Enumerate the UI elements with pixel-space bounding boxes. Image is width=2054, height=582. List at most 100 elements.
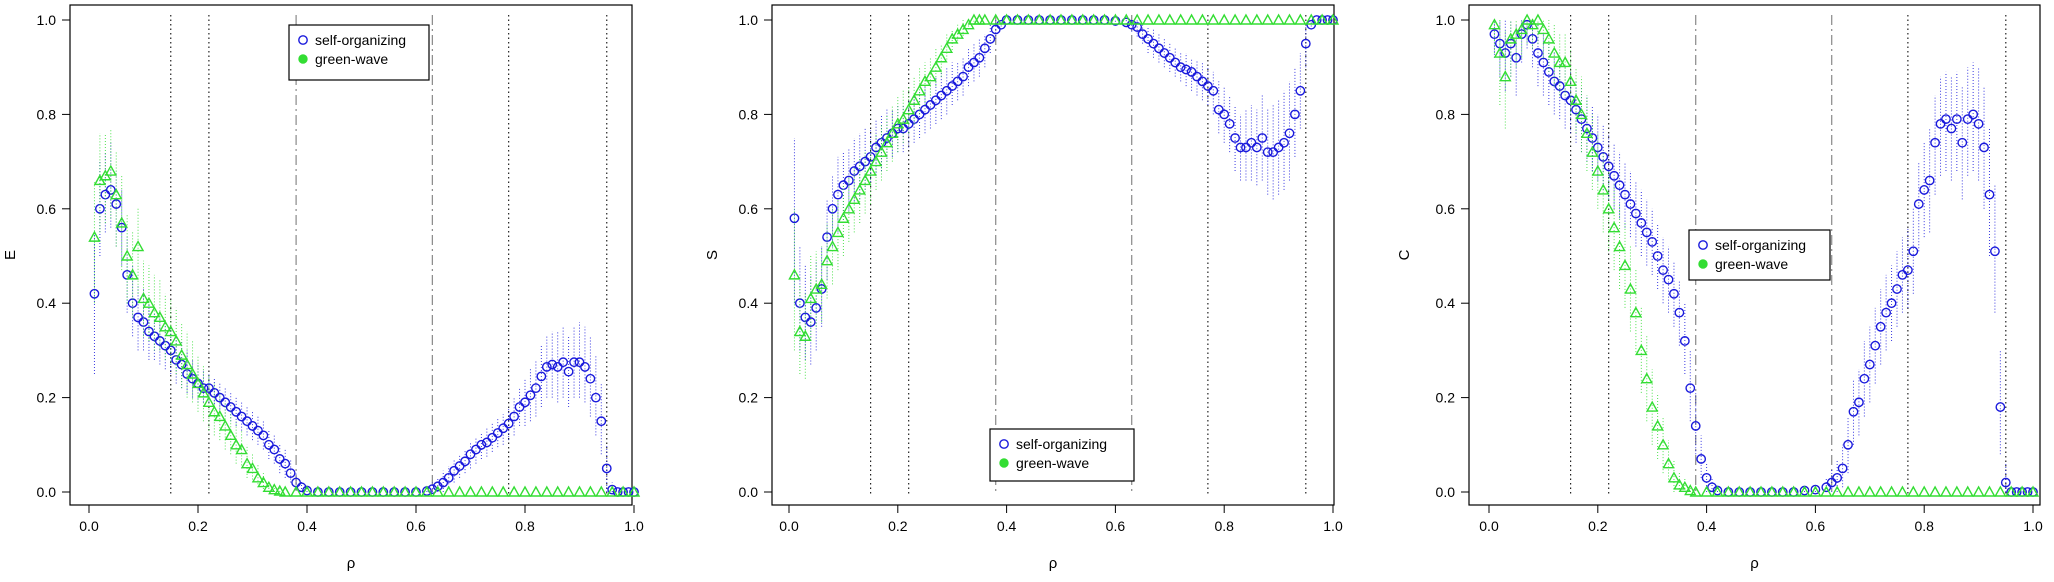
legend: self-organizing green-wave <box>288 24 430 81</box>
data-point <box>104 164 117 176</box>
data-point <box>1306 19 1317 30</box>
data-point <box>420 485 434 497</box>
data-point <box>409 485 423 497</box>
data-point <box>974 52 985 63</box>
data-point <box>1651 419 1664 431</box>
x-axis-label: ρ <box>1049 555 1058 572</box>
data-point <box>1109 13 1122 25</box>
data-point <box>1033 13 1046 25</box>
data-point <box>1564 74 1577 87</box>
data-point <box>1054 13 1068 25</box>
data-point <box>996 19 1007 30</box>
data-point <box>148 306 161 318</box>
legend-marker-circle <box>999 439 1009 449</box>
data-point <box>1207 13 1220 25</box>
data-point <box>820 254 834 266</box>
data-point <box>285 468 296 479</box>
data-point <box>601 463 612 474</box>
data-point <box>475 485 488 497</box>
series-self-organizing <box>789 15 1338 365</box>
data-point <box>1640 372 1653 384</box>
data-point <box>529 485 543 497</box>
data-point <box>1538 57 1549 68</box>
data-point <box>1261 13 1274 25</box>
data-point <box>1674 307 1685 318</box>
data-point <box>1881 307 1892 318</box>
plot-frame <box>69 4 633 506</box>
data-point <box>116 222 127 233</box>
data-point <box>1283 13 1296 25</box>
data-point <box>1696 454 1707 464</box>
data-point <box>1208 85 1219 96</box>
legend-box <box>989 428 1135 482</box>
data-point <box>1163 13 1176 25</box>
y-axis-label: E <box>2 250 19 260</box>
data-point <box>2005 485 2018 497</box>
data-point <box>1493 46 1507 58</box>
data-point <box>1132 22 1143 32</box>
x-tick-label: 0.8 <box>1914 518 1934 534</box>
data-point <box>1939 485 1953 497</box>
data-point <box>1995 402 2006 412</box>
data-point <box>1000 13 1013 25</box>
data-point <box>1875 321 1886 332</box>
data-point <box>1219 109 1230 120</box>
data-point <box>1175 62 1186 73</box>
data-point <box>1262 147 1273 158</box>
data-point <box>1582 123 1592 134</box>
data-point <box>1326 13 1340 25</box>
data-point <box>1765 485 1779 497</box>
data-point <box>1148 38 1159 49</box>
x-tick-label: 0.8 <box>1214 518 1234 534</box>
data-point <box>1864 359 1875 370</box>
data-point <box>198 383 209 394</box>
y-tick-label: 0.4 <box>739 295 759 311</box>
legend-marker-circle <box>1698 240 1708 250</box>
data-point <box>1618 258 1632 271</box>
data-point <box>989 13 1002 25</box>
data-point <box>1636 218 1647 228</box>
data-point <box>551 485 564 497</box>
data-point <box>235 443 248 455</box>
data-point <box>833 189 843 200</box>
data-point <box>1181 64 1192 75</box>
data-point <box>1489 29 1500 40</box>
data-point <box>940 41 953 54</box>
data-point <box>875 145 888 157</box>
data-point <box>1798 485 1811 497</box>
data-point <box>100 189 111 200</box>
data-point <box>1305 13 1318 25</box>
data-point <box>1625 199 1636 209</box>
data-point <box>585 373 596 384</box>
data-point <box>213 410 226 422</box>
chart-panel-1: 0.0 0.2 0.4 0.6 0.8 1.0 0.0 0.2 0.4 0.6 0.8 1.0 ρ Ese… <box>2 4 644 572</box>
data-point <box>476 439 487 450</box>
data-point <box>1614 180 1625 191</box>
data-point <box>1591 164 1604 176</box>
x-tick-label: 0.4 <box>1697 518 1717 534</box>
data-point <box>197 386 210 398</box>
data-point <box>1228 13 1242 25</box>
data-point <box>569 357 579 368</box>
data-point <box>120 249 134 261</box>
data-point <box>935 51 948 63</box>
data-point <box>789 213 800 224</box>
data-point <box>1543 67 1554 77</box>
data-point <box>1656 438 1670 450</box>
data-point <box>160 340 171 351</box>
data-point <box>186 367 199 379</box>
data-point <box>1598 151 1609 162</box>
data-point <box>1913 199 1924 209</box>
data-point <box>1597 183 1610 195</box>
data-point <box>1684 484 1697 496</box>
x-tick-label: 0.4 <box>297 518 317 534</box>
data-point <box>815 277 828 290</box>
data-point <box>460 456 470 467</box>
data-point <box>898 123 909 134</box>
data-point <box>1897 269 1908 280</box>
data-point <box>793 325 807 337</box>
legend-box <box>288 24 430 81</box>
data-point <box>520 397 530 408</box>
chart-panel-3: 0.0 0.2 0.4 0.6 0.8 1.0 0.0 0.2 0.4 0.6 0.8 1.0 ρ Cse… <box>1396 4 2043 572</box>
data-point <box>1990 246 2000 257</box>
